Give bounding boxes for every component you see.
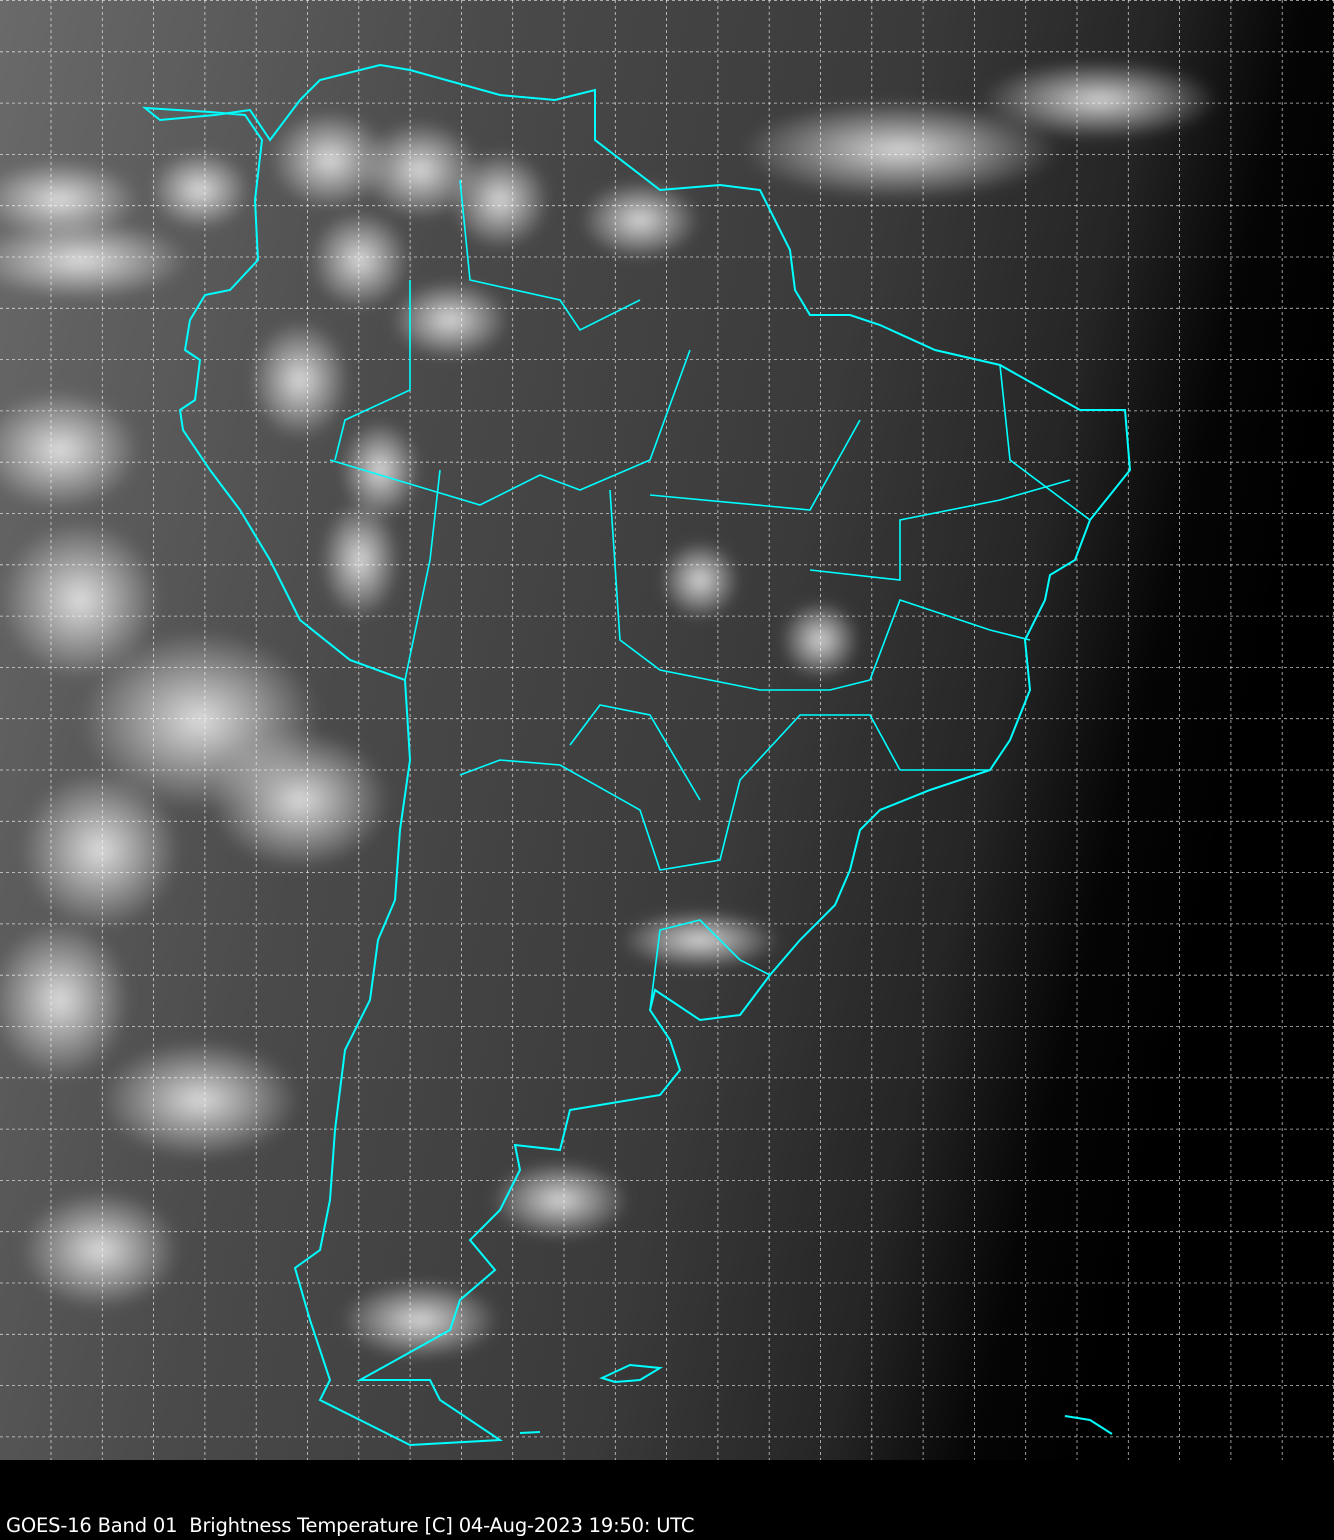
islands: [519, 1363, 1113, 1435]
image-caption: GOES-16 Band 01 Brightness Temperature […: [6, 1514, 695, 1537]
cloud: [0, 220, 190, 300]
cloud: [0, 520, 160, 680]
cloud: [20, 770, 180, 930]
cloud: [450, 150, 550, 250]
cloud: [0, 920, 130, 1080]
cloud: [310, 210, 410, 310]
lat-lon-grid: [0, 0, 1334, 1460]
cloud: [980, 60, 1220, 140]
cloud: [780, 600, 860, 680]
cloud: [390, 280, 510, 360]
cloud: [210, 730, 390, 870]
cloud: [270, 110, 390, 210]
continent-outline: [141, 63, 1132, 1447]
cloud: [100, 1040, 300, 1160]
cloud: [660, 540, 740, 620]
cloud: [490, 1160, 630, 1240]
cloud: [320, 500, 400, 620]
cloud: [740, 100, 1060, 200]
cloud-cover: [0, 60, 1220, 1360]
night-terminator: [1150, 0, 1334, 1460]
cloud: [20, 1190, 180, 1310]
cloud: [340, 420, 420, 520]
internal-borders: [329, 179, 1091, 1011]
cloud: [580, 180, 700, 260]
cloud: [0, 160, 140, 240]
cloud: [250, 320, 350, 440]
cloud: [150, 150, 250, 230]
cloud: [0, 390, 140, 510]
cloud: [620, 910, 780, 970]
cloud: [340, 1280, 500, 1360]
satellite-image: [0, 0, 1334, 1460]
cloud: [360, 120, 480, 220]
